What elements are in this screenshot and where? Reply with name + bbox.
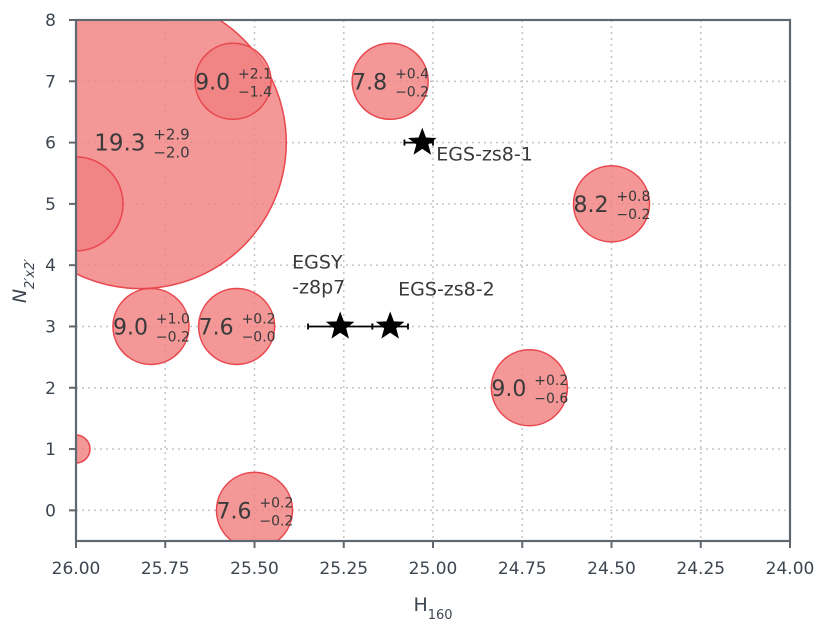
star-layer: EGS-zs8-1 EGSY -z8p7 EGS-zs8-2: [292, 127, 533, 339]
x-tick-label: 25.50: [230, 559, 279, 579]
bubble-lower-error: −0.0: [242, 329, 276, 345]
x-tick-label: 24.50: [587, 559, 636, 579]
label-layer: 19.3 +2.9−2.0 9.0 +2.1 −1.4 7.8 +0.4 −0.2 8.2 +0.…: [94, 66, 650, 529]
grid: [76, 20, 790, 541]
bubble-label: 8.2 +0.8 −0.2: [574, 189, 651, 223]
bubble: [76, 434, 91, 464]
x-tick-label: 26.00: [52, 559, 101, 579]
bubble: [490, 349, 569, 427]
x-axis-title: H160: [413, 594, 452, 623]
bubble-value: 9.0: [491, 377, 526, 402]
star-label: EGS-zs8-1: [436, 144, 533, 166]
y-tick-label: 3: [45, 317, 56, 337]
x-tick-label: 25.00: [409, 559, 458, 579]
bubble-lower-error: −0.2: [259, 513, 293, 529]
bubble-label: 19.3 +2.9−2.0: [94, 126, 189, 162]
bubble-upper-error: +0.8: [616, 189, 650, 205]
star-label: EGS-zs8-2: [398, 278, 495, 300]
bubble-lower-error: −2.0: [153, 144, 189, 162]
bubble: [351, 42, 429, 121]
y-tick-label: 0: [45, 501, 56, 521]
bubble-layer: [76, 20, 651, 541]
y-tick-label: 7: [45, 72, 56, 92]
bubble: [112, 287, 190, 366]
star-marker-group: EGS-zs8-1: [403, 127, 533, 166]
y-tick-label: 8: [45, 11, 56, 31]
y-tick-label: 2: [45, 379, 56, 399]
bubble: [194, 42, 272, 121]
bubble-label: 9.0 +2.1 −1.4: [195, 66, 272, 100]
bubble-label: 9.0 +0.2 −0.6: [491, 373, 568, 407]
bubble: [197, 287, 276, 366]
bubble-label: 7.8 +0.4 −0.2: [352, 66, 429, 100]
bubble-value: 9.0: [113, 315, 148, 340]
bubble-upper-error: +0.2: [259, 495, 293, 511]
star-marker: [325, 311, 355, 339]
bubble-upper-error: +0.2: [242, 311, 276, 327]
x-tick-label: 25.25: [319, 559, 368, 579]
x-tick-label: 24.25: [676, 559, 725, 579]
bubble-upper-error: +2.1: [238, 66, 272, 82]
y-axis-title: N2′x2′: [9, 259, 38, 303]
bubble-value: 7.6: [217, 499, 252, 524]
y-tick-label: 1: [45, 440, 56, 460]
bubble-lower-error: −0.2: [395, 84, 429, 100]
bubble-value: 8.2: [574, 193, 609, 218]
bubble-value: 7.6: [199, 315, 234, 340]
bubble-value: 7.8: [352, 70, 387, 95]
star-label: EGSY: [292, 251, 343, 273]
star-marker-group: EGS-zs8-2: [371, 278, 495, 339]
bubble: [76, 156, 124, 252]
bubble-upper-error: +1.0: [156, 311, 190, 327]
bubble-label: 9.0 +1.0 −0.2: [113, 311, 190, 345]
star-label: -z8p7: [292, 276, 345, 298]
bubble-upper-error: +0.2: [534, 373, 568, 389]
bubble-lower-error: −1.4: [238, 84, 272, 100]
bubble-upper-error: +2.9: [153, 126, 189, 144]
bubble-label: 7.6 +0.2 −0.0: [199, 311, 276, 345]
bubble-value: 19.3: [94, 131, 145, 157]
bubble-upper-error: +0.4: [395, 66, 429, 82]
bubble-lower-error: −0.2: [156, 329, 190, 345]
y-tick-label: 6: [45, 134, 56, 154]
x-tick-label: 25.75: [141, 559, 190, 579]
y-tick-label: 5: [45, 195, 56, 215]
bubble-lower-error: −0.6: [534, 391, 568, 407]
y-tick-label: 4: [45, 256, 56, 276]
bubble-value: 9.0: [195, 70, 230, 95]
star-marker: [408, 127, 437, 155]
bubble: [215, 471, 294, 541]
bubble: [572, 165, 651, 243]
bubble-lower-error: −0.2: [616, 207, 650, 223]
bubble-label: 7.6 +0.2 −0.2: [217, 495, 294, 529]
x-tick-label: 24.00: [766, 559, 815, 579]
star-marker: [375, 311, 405, 339]
tick-layer: 26.00 25.75 25.50 25.25 25.00 24.75 24.50 24.25…: [45, 11, 814, 579]
star-marker-group: EGSY -z8p7: [292, 251, 374, 339]
x-tick-label: 24.75: [498, 559, 547, 579]
